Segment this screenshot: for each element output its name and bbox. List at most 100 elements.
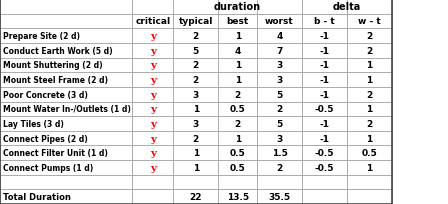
Bar <box>257 88 302 102</box>
Text: -0.5: -0.5 <box>314 149 334 157</box>
Text: duration: duration <box>214 2 261 12</box>
Bar <box>132 175 173 190</box>
Bar <box>302 190 347 204</box>
Bar <box>347 0 392 14</box>
Text: 1: 1 <box>366 105 372 114</box>
Text: 2: 2 <box>193 32 199 41</box>
Text: 0.5: 0.5 <box>230 105 246 114</box>
Bar <box>0 131 132 146</box>
Bar <box>218 190 257 204</box>
Text: 2: 2 <box>366 32 372 41</box>
Bar <box>173 102 218 116</box>
Text: 5: 5 <box>276 90 283 99</box>
Text: 2: 2 <box>366 119 372 128</box>
Text: 1: 1 <box>193 105 199 114</box>
Bar <box>347 175 392 190</box>
Bar <box>257 102 302 116</box>
Bar <box>302 146 347 160</box>
Bar <box>132 0 173 14</box>
Text: Connect Pipes (2 d): Connect Pipes (2 d) <box>3 134 87 143</box>
Bar <box>347 131 392 146</box>
Text: Connect Pumps (1 d): Connect Pumps (1 d) <box>3 163 93 172</box>
Bar <box>0 58 132 73</box>
Bar <box>302 88 347 102</box>
Text: 1: 1 <box>235 32 241 41</box>
Bar <box>218 175 257 190</box>
Bar <box>302 58 347 73</box>
Bar <box>132 44 173 58</box>
Text: 4: 4 <box>234 47 241 55</box>
Text: 2: 2 <box>276 163 283 172</box>
Bar <box>0 116 132 131</box>
Bar <box>347 190 392 204</box>
Bar <box>347 58 392 73</box>
Bar <box>218 73 257 88</box>
Bar <box>0 175 132 190</box>
Bar <box>132 190 173 204</box>
Bar <box>173 175 218 190</box>
Bar <box>218 29 257 44</box>
Text: 1: 1 <box>366 134 372 143</box>
Bar <box>257 29 302 44</box>
Text: -0.5: -0.5 <box>314 105 334 114</box>
Bar <box>257 58 302 73</box>
Text: w - t: w - t <box>358 17 380 26</box>
Text: -0.5: -0.5 <box>314 163 334 172</box>
Bar <box>173 131 218 146</box>
Bar <box>302 73 347 88</box>
Text: worst: worst <box>265 17 294 26</box>
Text: 2: 2 <box>193 76 199 85</box>
Text: 0.5: 0.5 <box>361 149 377 157</box>
Text: Connect Filter Unit (1 d): Connect Filter Unit (1 d) <box>3 149 108 157</box>
Text: 4: 4 <box>276 32 283 41</box>
Bar <box>257 146 302 160</box>
Text: -1: -1 <box>319 32 329 41</box>
Bar <box>347 73 392 88</box>
Text: 2: 2 <box>366 47 372 55</box>
Bar <box>132 116 173 131</box>
Bar <box>257 160 302 175</box>
Bar <box>257 116 302 131</box>
Text: y: y <box>150 134 156 143</box>
Text: Conduct Earth Work (5 d): Conduct Earth Work (5 d) <box>3 47 112 55</box>
Bar <box>257 175 302 190</box>
Bar <box>302 102 347 116</box>
Text: 2: 2 <box>366 90 372 99</box>
Bar <box>132 29 173 44</box>
Text: Mount Water In-/Outlets (1 d): Mount Water In-/Outlets (1 d) <box>3 105 130 114</box>
Bar <box>257 0 302 14</box>
Bar <box>257 131 302 146</box>
Text: 2: 2 <box>235 119 241 128</box>
Text: -1: -1 <box>319 134 329 143</box>
Bar <box>173 160 218 175</box>
Bar <box>347 29 392 44</box>
Bar <box>132 14 173 29</box>
Text: -1: -1 <box>319 47 329 55</box>
Text: 1: 1 <box>235 76 241 85</box>
Bar <box>302 116 347 131</box>
Text: 1: 1 <box>366 61 372 70</box>
Text: 1: 1 <box>366 163 372 172</box>
Text: 1: 1 <box>193 163 199 172</box>
Text: 3: 3 <box>193 119 199 128</box>
Bar <box>347 44 392 58</box>
Text: 3: 3 <box>276 76 283 85</box>
Text: 13.5: 13.5 <box>227 192 249 201</box>
Bar <box>218 146 257 160</box>
Text: Poor Concrete (3 d): Poor Concrete (3 d) <box>3 90 87 99</box>
Bar <box>173 116 218 131</box>
Bar <box>218 0 257 14</box>
Bar <box>132 88 173 102</box>
Text: 2: 2 <box>276 105 283 114</box>
Text: y: y <box>150 149 156 157</box>
Text: 5: 5 <box>193 47 199 55</box>
Text: 3: 3 <box>276 134 283 143</box>
Bar <box>173 14 218 29</box>
Text: 1: 1 <box>193 149 199 157</box>
Bar <box>302 131 347 146</box>
Bar <box>218 160 257 175</box>
Bar <box>347 88 392 102</box>
Bar <box>347 102 392 116</box>
Text: 5: 5 <box>276 119 283 128</box>
Text: b - t: b - t <box>314 17 335 26</box>
